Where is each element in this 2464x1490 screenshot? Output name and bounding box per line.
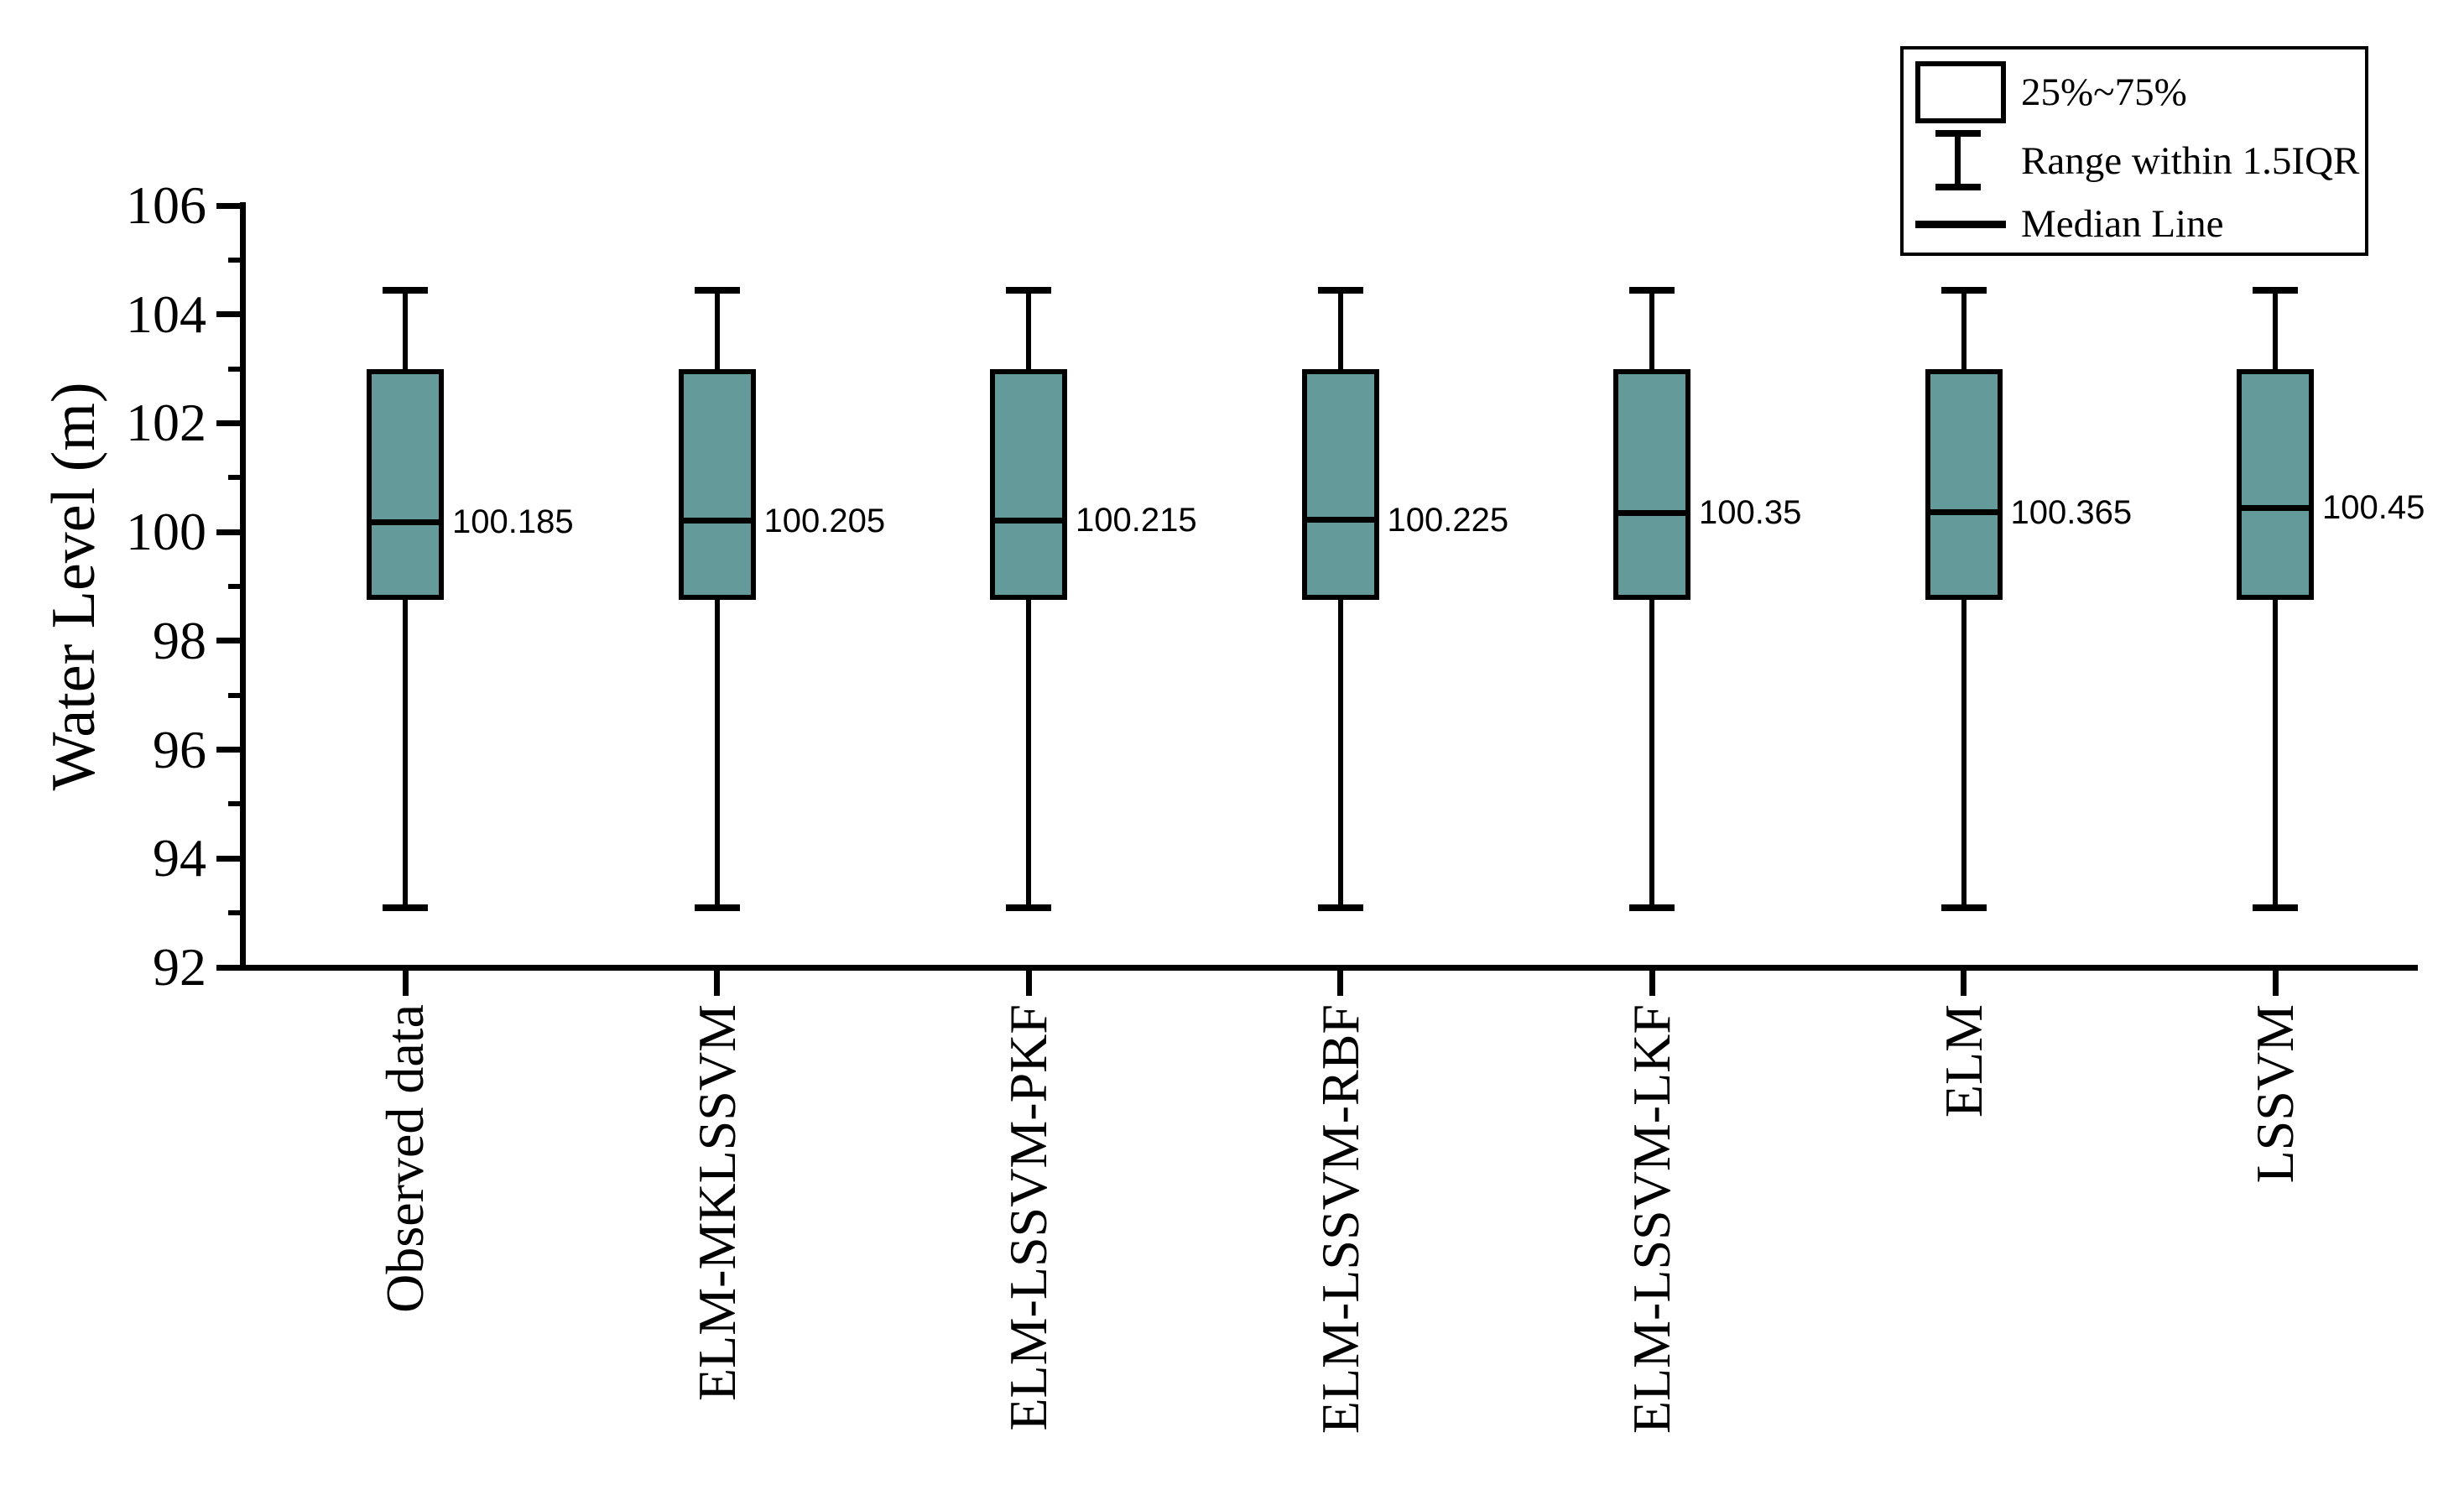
whisker-upper-stem [1649, 289, 1654, 369]
y-tick-label: 102 [126, 393, 206, 453]
median-value-label: 100.215 [1076, 502, 1197, 539]
x-category-label: LSSVM [2245, 1004, 2305, 1184]
whisker-lower-stem [1337, 600, 1343, 908]
y-major-tick [216, 964, 240, 971]
whisker-bottom-cap [1935, 184, 1981, 190]
whisker-upper-stem [1026, 289, 1031, 369]
iqr-box [2237, 368, 2314, 601]
whisker-upper-cap [1629, 286, 1675, 294]
median-line [2237, 504, 2314, 511]
x-category-label: ELM [1933, 1004, 1993, 1118]
x-category-label: ELM-LSSVM-PKF [998, 1004, 1058, 1431]
x-category-tick [2272, 971, 2279, 996]
y-minor-tick [228, 692, 240, 698]
whisker-lower-cap [2253, 904, 2298, 911]
whisker-lower-stem [1026, 600, 1031, 908]
y-major-tick [216, 638, 240, 644]
x-category-label: ELM-LSSVM-RBF [1310, 1004, 1370, 1435]
median-line [1301, 517, 1379, 523]
whisker-lower-cap [1317, 904, 1363, 911]
whisker-upper-stem [1961, 289, 1967, 369]
whisker-stem [1955, 130, 1961, 190]
y-tick-label: 94 [153, 828, 206, 888]
whisker-upper-stem [2273, 289, 2278, 369]
whisker-lower-stem [2273, 600, 2278, 908]
x-category-tick [1961, 971, 1967, 996]
y-tick-label: 104 [126, 284, 206, 344]
whisker-upper-stem [403, 289, 408, 369]
x-category-tick [714, 971, 720, 996]
whisker-upper-cap [1317, 286, 1363, 294]
whisker-lower-stem [714, 600, 720, 908]
x-axis-line [240, 965, 2418, 971]
whisker-lower-cap [1006, 904, 1051, 911]
iqr-box [1301, 368, 1379, 601]
y-tick-label: 98 [153, 610, 206, 670]
y-major-tick [216, 419, 240, 426]
y-axis-line [240, 202, 246, 971]
median-line [1613, 509, 1690, 516]
y-major-tick [216, 855, 240, 862]
y-minor-tick [228, 366, 240, 372]
median-value-label: 100.45 [2322, 489, 2425, 526]
whisker-lower-cap [1940, 904, 1987, 911]
median-value-label: 100.365 [2010, 493, 2133, 531]
x-category-label: ELM-MKLSSVM [686, 1004, 747, 1401]
median-line [678, 518, 756, 524]
iqr-box [678, 368, 756, 601]
x-category-label: Observed data [375, 1004, 435, 1313]
legend: 25%~75% Range within 1.5IQR Median Line [1900, 46, 2368, 256]
whisker-lower-stem [403, 600, 408, 908]
whisker-lower-stem [1961, 600, 1967, 908]
iqr-box [1613, 368, 1690, 601]
legend-item-range-label: Range within 1.5IQR [2021, 139, 2360, 183]
x-category-tick [402, 971, 409, 996]
median-value-label: 100.35 [1699, 494, 1802, 532]
y-tick-label: 92 [153, 937, 206, 997]
iqr-box [1925, 368, 2003, 601]
y-minor-tick [228, 910, 240, 916]
legend-item-iqr-label: 25%~75% [2021, 70, 2187, 114]
median-value-label: 100.225 [1387, 501, 1509, 539]
whisker-upper-stem [714, 289, 720, 369]
y-major-tick [216, 529, 240, 535]
y-minor-tick [228, 801, 240, 807]
y-major-tick [216, 311, 240, 318]
x-category-label: ELM-LSSVM-LKF [1622, 1004, 1681, 1435]
legend-item-median-label: Median Line [2021, 202, 2224, 246]
iqr-box [990, 368, 1067, 601]
whisker-upper-cap [1006, 286, 1051, 294]
whisker-upper-stem [1337, 289, 1343, 369]
y-major-tick [216, 202, 240, 209]
iqr-box [367, 368, 444, 601]
legend-box-swatch-icon [1915, 61, 2006, 123]
median-line [367, 518, 444, 525]
y-minor-tick [228, 584, 240, 589]
median-line [1925, 509, 2003, 515]
x-category-tick [1337, 971, 1343, 996]
y-minor-tick [228, 475, 240, 481]
y-tick-label: 100 [126, 502, 206, 562]
whisker-upper-cap [383, 286, 428, 294]
whisker-lower-cap [694, 904, 740, 911]
whisker-lower-cap [1629, 904, 1675, 911]
whisker-upper-cap [694, 286, 740, 294]
median-line [990, 517, 1067, 524]
whisker-lower-cap [383, 904, 428, 911]
whisker-lower-stem [1649, 600, 1654, 908]
legend-median-line-icon [1915, 221, 2006, 228]
x-category-tick [1649, 971, 1655, 996]
y-tick-label: 106 [126, 175, 206, 235]
y-tick-label: 96 [153, 719, 206, 779]
median-value-label: 100.205 [763, 502, 886, 539]
whisker-upper-cap [2253, 286, 2298, 294]
median-value-label: 100.185 [452, 503, 574, 541]
legend-whisker-range-icon [1935, 130, 1981, 190]
y-minor-tick [228, 257, 240, 263]
x-category-tick [1025, 971, 1032, 996]
y-major-tick [216, 747, 240, 753]
whisker-upper-cap [1940, 286, 1987, 294]
